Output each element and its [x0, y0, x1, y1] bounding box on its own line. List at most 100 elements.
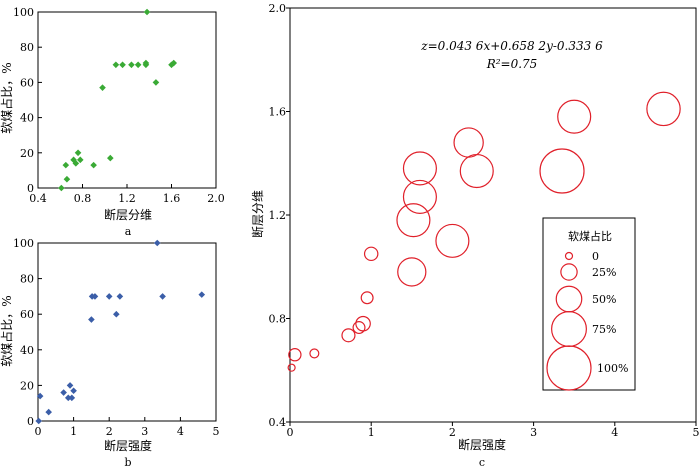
chart-c-bubble	[288, 348, 302, 362]
chart-c-panel-label: c	[479, 456, 485, 469]
chart-c-y-tick-label: 1.6	[269, 106, 287, 119]
chart-b-x-tick-label: 4	[177, 425, 184, 438]
chart-c-x-tick-label: 1	[368, 426, 375, 439]
chart-b-frame	[37, 242, 217, 422]
chart-c-axes: 0 1 2 3 4 5 0.4 0.8 1.2 1.6 2.0	[269, 2, 700, 439]
chart-a-point	[128, 61, 135, 69]
chart-c-legend-swatch	[564, 251, 574, 261]
chart-a-point	[74, 149, 82, 157]
chart-c-points	[287, 91, 681, 372]
chart-c-legend-swatch	[560, 263, 578, 281]
chart-a-y-tick-label: 20	[20, 147, 34, 160]
chart-a-points	[58, 8, 178, 192]
chart-b-point	[91, 293, 99, 300]
chart-c-legend-label: 100%	[597, 362, 628, 375]
chart-c-legend: 软煤占比 0 25% 50% 75% 100%	[542, 217, 636, 391]
chart-b-point	[36, 392, 44, 400]
chart-c-equation: z=0.043 6x+0.658 2y-0.333 6	[420, 39, 603, 53]
chart-a-point	[62, 161, 70, 169]
chart-c-bubble	[355, 315, 371, 332]
chart-b-point	[159, 293, 166, 300]
chart-a-point	[134, 61, 142, 69]
chart-b-point	[45, 408, 52, 416]
chart-c-bubble	[360, 291, 374, 305]
chart-b-y-tick-label: 100	[13, 237, 34, 250]
chart-b-x-tick-label: 5	[213, 425, 220, 438]
chart-c: 0 1 2 3 4 5 0.4 0.8 1.2 1.6 2.0 z=0.043 6x+0.658 2…	[250, 2, 700, 469]
chart-a-x-tick-label: 1.6	[163, 192, 181, 205]
chart-b-point	[66, 382, 74, 389]
chart-a-point	[143, 8, 151, 16]
chart-a-point	[170, 59, 178, 67]
chart-c-bubble	[341, 328, 356, 343]
chart-b-point	[113, 310, 120, 318]
chart-c-legend-label: 50%	[592, 293, 616, 306]
chart-a-point	[90, 161, 97, 169]
chart-b-point	[60, 389, 67, 396]
chart-c-bubble	[352, 321, 366, 335]
chart-b-point	[88, 316, 95, 323]
chart-c-bubble	[309, 348, 320, 359]
chart-c-x-tick-label: 5	[693, 426, 700, 439]
chart-a-y-tick-label: 100	[13, 6, 34, 19]
chart-b-point	[198, 291, 206, 298]
chart-b-x-tick-label: 3	[141, 425, 148, 438]
chart-c-y-axis-label: 断层分维	[250, 190, 265, 238]
chart-a-point	[152, 79, 160, 86]
chart-b-y-tick-label: 20	[20, 379, 34, 392]
chart-c-y-tick-label: 1.2	[269, 209, 287, 222]
chart-c-y-tick-label: 2.0	[269, 2, 287, 15]
chart-b: 0 1 2 3 4 5 0 20 40 60 80 100 断层强度 软煤占比，% b	[0, 237, 220, 469]
chart-b-y-tick-label: 0	[27, 415, 34, 428]
chart-a-x-tick-label: 0.8	[74, 192, 92, 205]
chart-b-y-axis-label: 软煤占比，%	[0, 295, 14, 366]
chart-b-point	[64, 394, 72, 402]
chart-a-point	[58, 184, 65, 192]
chart-c-legend-label: 0	[592, 250, 599, 263]
chart-b-point	[105, 293, 113, 300]
chart-a-x-tick-label: 0.4	[29, 192, 47, 205]
chart-b-point	[35, 417, 43, 425]
chart-a-x-tick-label: 2.0	[207, 192, 225, 205]
chart-b-x-axis-label: 断层强度	[104, 438, 152, 453]
chart-c-x-tick-label: 2	[449, 426, 456, 439]
chart-c-x-tick-label: 4	[611, 426, 618, 439]
chart-c-bubble	[646, 91, 681, 127]
chart-b-x-tick-label: 0	[35, 425, 42, 438]
chart-a-point	[72, 160, 80, 167]
chart-a-point	[76, 156, 84, 164]
chart-c-x-tick-label: 0	[287, 426, 294, 439]
chart-c-bubble	[363, 246, 379, 262]
chart-c-legend-label: 75%	[592, 323, 616, 336]
chart-c-bubble	[397, 257, 427, 287]
chart-c-bubble	[402, 151, 437, 186]
chart-b-points	[35, 239, 206, 425]
chart-a-point	[63, 175, 71, 183]
chart-c-bubble	[459, 153, 494, 189]
chart-a-frame	[37, 11, 217, 189]
chart-b-panel-label: b	[124, 456, 131, 469]
chart-c-legend-swatch	[546, 345, 592, 391]
chart-c-x-tick-label: 3	[530, 426, 537, 439]
chart-c-legend-box	[542, 217, 636, 391]
chart-b-x-tick-label: 1	[70, 425, 77, 438]
chart-a-y-axis-label: 软煤占比，%	[0, 62, 14, 133]
chart-c-legend-title: 软煤占比	[568, 229, 612, 243]
chart-b-point	[116, 293, 124, 300]
chart-b-x-tick-label: 2	[106, 425, 113, 438]
chart-a-y-tick-label: 0	[27, 182, 34, 195]
chart-a-point	[99, 84, 106, 91]
chart-c-legend-label: 25%	[592, 266, 616, 279]
chart-a-axes: 0.4 0.8 1.2 1.6 2.0 0 20 40 60 80 100	[13, 6, 225, 205]
chart-a-point	[142, 59, 150, 67]
chart-c-y-tick-label: 0.4	[269, 416, 287, 429]
chart-a-panel-label: a	[125, 225, 132, 238]
chart-b-y-tick-label: 40	[20, 344, 34, 357]
chart-a-point	[107, 154, 114, 162]
chart-c-bubble	[453, 127, 484, 158]
chart-c-x-axis-label: 断层强度	[458, 437, 506, 452]
chart-a-point	[112, 61, 120, 69]
chart-c-bubble	[402, 179, 437, 214]
